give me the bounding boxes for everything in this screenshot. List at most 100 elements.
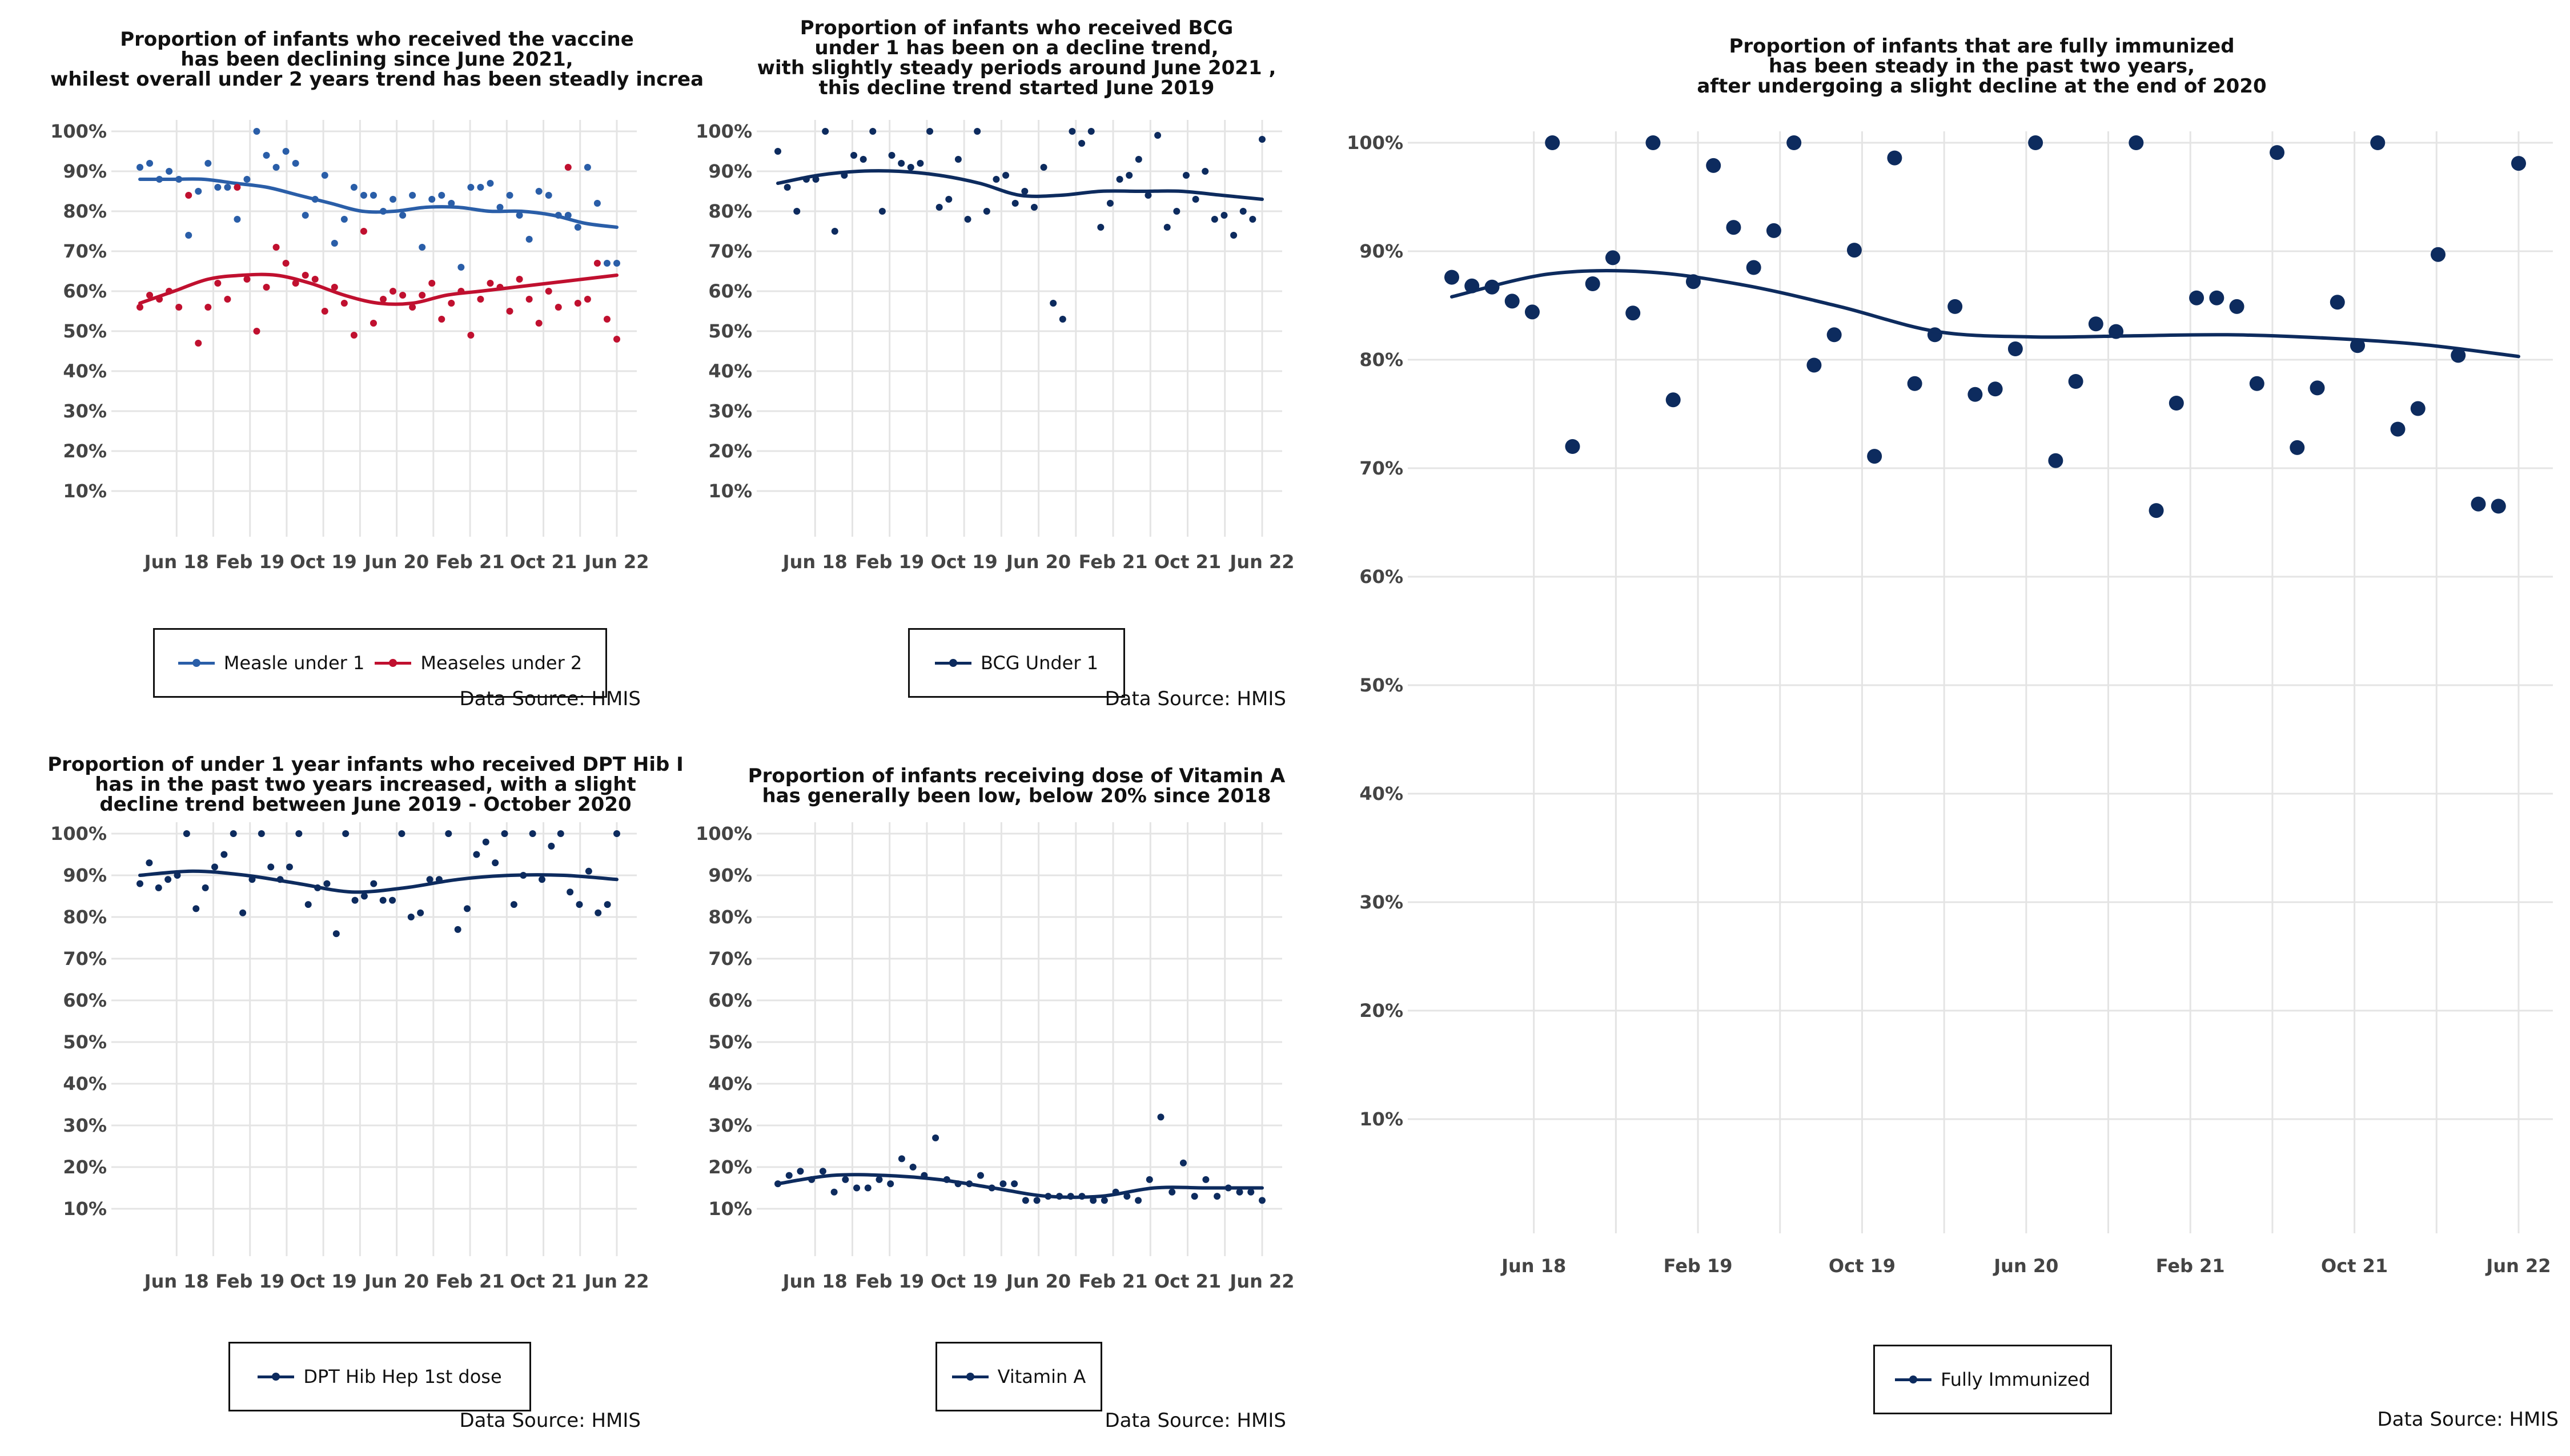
data-point (545, 192, 552, 199)
chart-title-line: decline trend between June 2019 - Octobe… (99, 793, 631, 816)
data-point (253, 128, 260, 135)
chart-title-line: under 1 has been on a decline trend, (814, 37, 1218, 59)
x-gridlines (175, 822, 618, 1256)
data-point (831, 228, 838, 235)
data-point (321, 172, 328, 179)
x-tick-label: Jun 20 (1005, 1270, 1071, 1292)
data-point (1887, 150, 1902, 166)
data-point (793, 208, 801, 215)
data-point (342, 830, 350, 837)
series-dpt-0 (136, 830, 620, 938)
y-tick-label: 40% (708, 1073, 752, 1095)
y-tick-label: 100% (1347, 132, 1403, 154)
data-point (409, 304, 416, 311)
data-point (2471, 496, 2486, 512)
x-gridlines (814, 120, 1263, 537)
data-point (584, 296, 591, 303)
data-source-label: Data Source: HMIS (459, 687, 641, 710)
y-tick-label: 10% (1359, 1108, 1403, 1130)
data-point (860, 156, 867, 163)
data-point (1030, 204, 1038, 211)
data-point (272, 164, 280, 171)
y-tick-label: 10% (708, 480, 752, 502)
data-point (1247, 1188, 1255, 1196)
data-point (1116, 176, 1123, 183)
data-point (192, 905, 200, 912)
data-point (1524, 304, 1540, 320)
data-point (428, 196, 436, 203)
legend: Measle under 1 Measeles under 2 (153, 628, 607, 698)
data-point (898, 1155, 905, 1163)
data-point (220, 851, 228, 858)
data-point (1947, 299, 1963, 314)
y-tick-label: 30% (708, 1115, 752, 1136)
data-point (819, 1168, 826, 1175)
data-point (2390, 421, 2406, 437)
data-point (438, 192, 445, 199)
data-point (1011, 1180, 1018, 1188)
x-tick-label: Jun 20 (1993, 1255, 2058, 1277)
y-tick-label: 30% (1359, 891, 1403, 913)
data-point (516, 212, 523, 219)
data-point (292, 160, 299, 167)
data-point (302, 272, 309, 279)
data-point (954, 156, 962, 163)
data-point (1168, 1188, 1176, 1196)
data-point (1220, 212, 1228, 219)
data-point (1135, 156, 1142, 163)
x-tick-label: Oct 21 (2321, 1255, 2388, 1277)
y-tick-label: 60% (63, 990, 107, 1011)
data-point (993, 176, 1000, 183)
data-point (380, 296, 387, 303)
y-tick-label: 30% (708, 400, 752, 422)
data-point (887, 1180, 894, 1188)
data-point (1625, 305, 1641, 321)
chart-title-line: Proportion of infants that are fully imm… (1729, 35, 2234, 58)
chart-vita: Proportion of infants receiving dose of … (657, 737, 1302, 1456)
data-point (2451, 348, 2466, 363)
data-point (548, 842, 555, 850)
data-point (2028, 135, 2043, 150)
data-point (185, 192, 192, 199)
data-point (164, 876, 172, 883)
data-point (136, 304, 143, 311)
legend-key-icon (375, 657, 412, 669)
data-source-label: Data Source: HMIS (1105, 1409, 1286, 1432)
x-tick-label: Oct 19 (931, 551, 998, 573)
data-point (557, 830, 564, 837)
data-point (407, 914, 415, 920)
data-point (445, 830, 452, 837)
data-point (525, 236, 533, 243)
data-point (1259, 1197, 1266, 1204)
chart-title-line: Proportion of infants who received the v… (120, 28, 634, 51)
measles-svg: Proportion of infants who received the v… (50, 28, 704, 573)
data-point (2007, 341, 2023, 356)
x-tick-label: Oct 19 (1829, 1255, 1896, 1277)
y-tick-label: 80% (63, 200, 107, 222)
data-point (136, 880, 143, 887)
data-point (467, 184, 475, 191)
data-point (2229, 299, 2244, 314)
data-point (2350, 338, 2366, 353)
x-tick-label: Jun 18 (143, 1270, 209, 1292)
x-tick-label: Feb 19 (855, 1270, 924, 1292)
data-point (1157, 1113, 1164, 1121)
data-point (340, 300, 348, 307)
data-point (603, 316, 611, 323)
data-point (506, 192, 513, 199)
data-point (224, 296, 231, 303)
data-point (175, 304, 183, 311)
y-tick-label: 80% (708, 906, 752, 928)
data-point (482, 838, 489, 846)
data-point (360, 892, 368, 900)
data-point (340, 216, 348, 223)
y-tick-label: 20% (1359, 1000, 1403, 1021)
legend-item: BCG Under 1 (934, 652, 1098, 674)
data-point (501, 830, 508, 837)
data-point (878, 208, 886, 215)
y-tick-label: 80% (1359, 349, 1403, 371)
data-point (1585, 276, 1600, 291)
data-point (263, 284, 270, 291)
chart-title-line: has been declining since June 2021, (180, 48, 573, 71)
data-point (419, 244, 426, 251)
